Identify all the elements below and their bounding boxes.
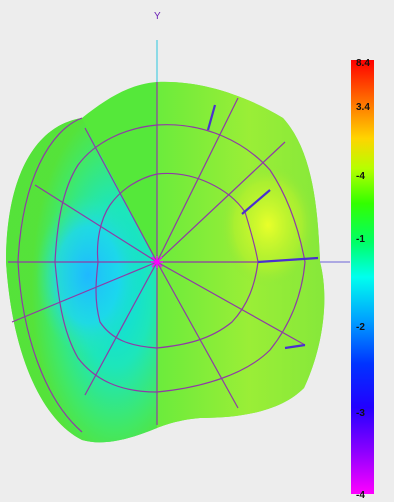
mesh-spoke <box>156 261 306 346</box>
colorbar-tick-label: 8.4 <box>356 58 370 69</box>
mesh-edge-accents <box>206 104 319 350</box>
origin-marker-stroke <box>151 256 163 268</box>
colorbar-ticks: 8.4 3.4 -4 -1 -2 -3 -4 <box>356 58 370 501</box>
mesh-spoke <box>156 261 239 409</box>
mesh-spoke <box>156 141 286 263</box>
mesh-spoke <box>156 97 239 263</box>
colorbar-tick-label: -2 <box>356 322 365 333</box>
mesh-edge-accent <box>257 256 319 264</box>
mesh-spoke <box>11 261 158 323</box>
high-gain-region <box>220 163 316 287</box>
colorbar-tick-label: 3.4 <box>356 102 370 113</box>
mesh-spokes <box>8 82 306 425</box>
y-axis-label: Y <box>154 11 161 22</box>
colorbar <box>351 60 374 494</box>
colorbar-tick-label: -3 <box>356 408 365 419</box>
mesh-spoke <box>84 261 158 396</box>
mesh-spoke <box>34 184 158 263</box>
colorbar-tick-label: -4 <box>356 171 365 182</box>
mesh-spoke <box>84 127 158 263</box>
mesh-ring-inner <box>95 172 259 349</box>
mesh-edge-accent <box>284 343 306 350</box>
colorbar-tick-label: -4 <box>356 490 365 501</box>
mesh-edge-accent <box>206 104 217 131</box>
colorbar-tick-label: -1 <box>356 234 365 245</box>
mesh-edge-accent <box>241 189 271 215</box>
origin-marker <box>151 256 163 268</box>
